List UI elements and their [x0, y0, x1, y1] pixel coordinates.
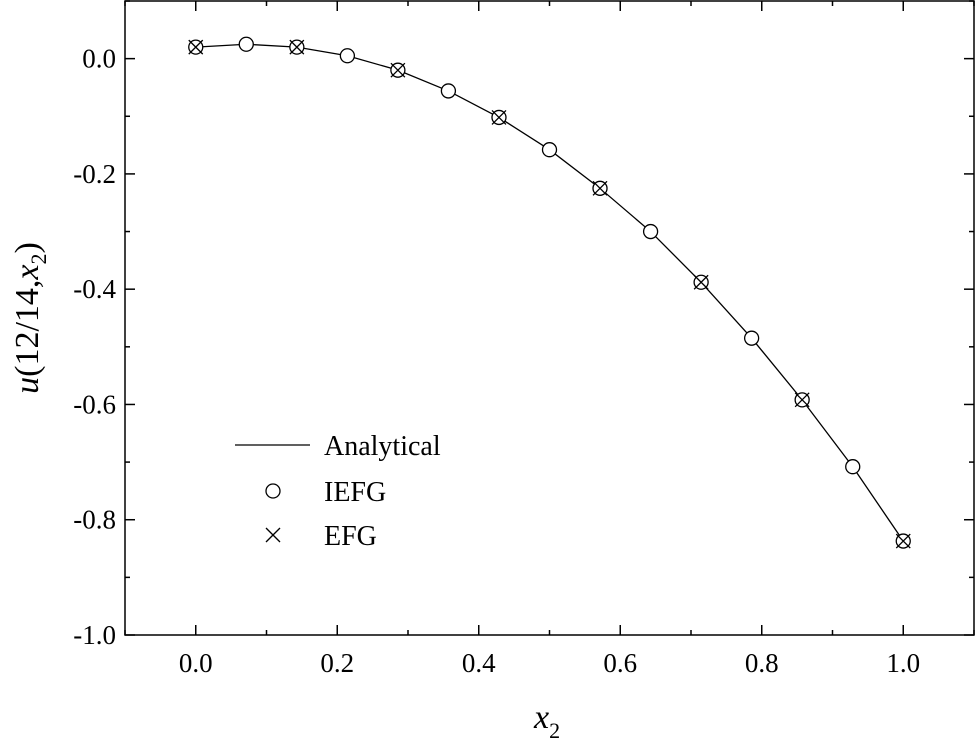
- legend: Analytical IEFG EFG: [235, 431, 441, 552]
- series-line-analytical: [195, 43, 904, 542]
- x-axis-title: x2: [533, 699, 560, 743]
- data-point-iefg: [845, 459, 861, 475]
- legend-marker-efg: [265, 527, 281, 543]
- data-point-efg: [390, 62, 406, 78]
- data-point-iefg: [440, 83, 457, 99]
- data-point-efg: [592, 180, 608, 196]
- x-tick-label: 0.4: [462, 648, 496, 678]
- data-point-iefg: [238, 36, 254, 52]
- axis-ticks: [124, 0, 975, 636]
- data-point-efg: [895, 533, 911, 549]
- legend-label-analytical: Analytical: [324, 431, 441, 462]
- y-tick-label: -0.8: [73, 505, 116, 535]
- data-point-iefg: [743, 330, 760, 346]
- legend-label-efg: EFG: [324, 521, 377, 552]
- data-point-iefg: [541, 142, 558, 158]
- y-axis-title: u(12/14,x2): [9, 242, 51, 394]
- x-tick-label: 1.0: [886, 648, 920, 678]
- x-tick-label: 0.0: [179, 648, 213, 678]
- plot-frame: [124, 0, 975, 636]
- data-point-iefg: [642, 223, 659, 240]
- legend-label-iefg: IEFG: [324, 477, 386, 508]
- axis-tick-labels: 0.0 0.2 0.4 0.6 0.8 1.0 0.0 -0.2 -0.4 -0.6 -0.8 -1.…: [73, 44, 920, 678]
- x-tick-label: 0.2: [320, 648, 354, 678]
- y-tick-label: 0.0: [82, 44, 116, 74]
- x-tick-label: 0.8: [745, 648, 779, 678]
- y-tick-label: -0.2: [73, 159, 116, 189]
- data-point-efg: [188, 39, 204, 55]
- legend-marker-iefg: [265, 483, 281, 499]
- data-point-efg: [289, 39, 305, 55]
- x-tick-label: 0.6: [603, 648, 637, 678]
- data-point-iefg: [339, 48, 356, 64]
- y-tick-label: -0.4: [73, 274, 116, 304]
- y-tick-label: -1.0: [73, 620, 116, 650]
- data-point-efg: [693, 274, 709, 290]
- plot-series: [188, 36, 911, 549]
- y-tick-label: -0.6: [73, 389, 116, 419]
- y-axis-title-main: u(12/14,x: [9, 264, 46, 393]
- data-point-efg: [491, 109, 507, 125]
- data-point-efg: [794, 392, 810, 408]
